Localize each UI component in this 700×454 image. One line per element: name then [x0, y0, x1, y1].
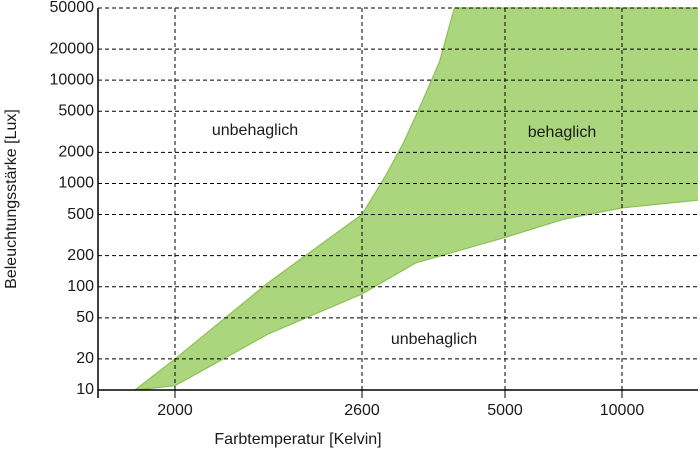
- annotation: unbehaglich: [212, 122, 298, 139]
- x-axis-label: Farbtemperatur [Kelvin]: [214, 431, 381, 448]
- annotation: unbehaglich: [391, 331, 477, 348]
- y-tick-label: 5000: [58, 102, 94, 119]
- y-tick-label: 2000: [58, 144, 94, 161]
- y-tick-label: 10000: [50, 71, 95, 88]
- y-tick-label: 200: [67, 247, 94, 264]
- y-tick-label: 20: [76, 350, 94, 367]
- y-tick-label: 10: [76, 381, 94, 398]
- boundary-line: [134, 7, 698, 391]
- x-tick-label: 10000: [600, 402, 645, 419]
- y-tick-label: 50000: [50, 0, 95, 16]
- annotation: behaglich: [528, 124, 597, 141]
- x-tick-label: 2600: [344, 402, 380, 419]
- y-axis-label: Beleuchtungsstärke [Lux]: [3, 109, 20, 289]
- y-tick-label: 1000: [58, 175, 94, 192]
- y-tick-label: 500: [67, 206, 94, 223]
- x-tick-label: 2000: [157, 402, 193, 419]
- x-tick-label: 5000: [487, 402, 523, 419]
- y-tick-label: 20000: [50, 40, 95, 57]
- y-tick-label: 50: [76, 309, 94, 326]
- y-tick-label: 100: [67, 278, 94, 295]
- boundary-line: [134, 199, 699, 391]
- comfort-area: [134, 8, 698, 390]
